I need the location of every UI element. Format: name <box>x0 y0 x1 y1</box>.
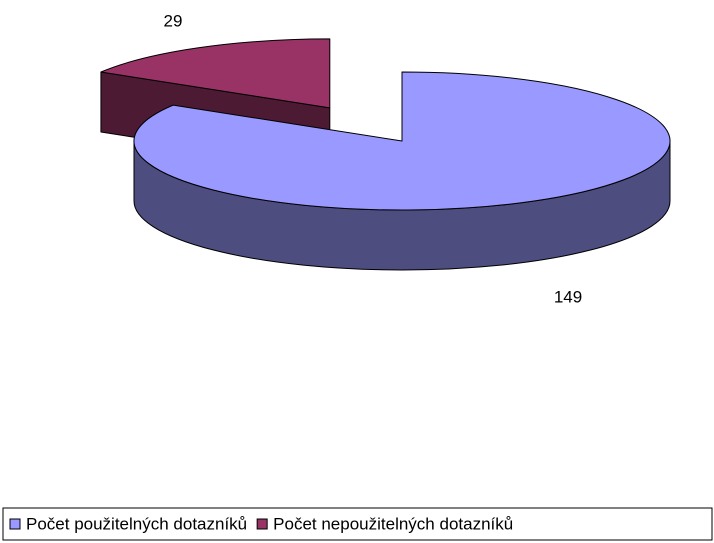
legend-box <box>2 507 713 541</box>
slice-top <box>100 38 331 109</box>
legend-swatch <box>9 518 21 530</box>
slice <box>133 71 671 271</box>
legend-swatch <box>256 518 268 530</box>
slice-top <box>133 71 671 211</box>
data-label: 149 <box>554 287 582 306</box>
data-label: 29 <box>164 11 183 30</box>
legend-label: Počet nepoužitelných dotazníků <box>273 514 513 533</box>
legend-label: Počet použitelných dotazníků <box>26 514 247 533</box>
